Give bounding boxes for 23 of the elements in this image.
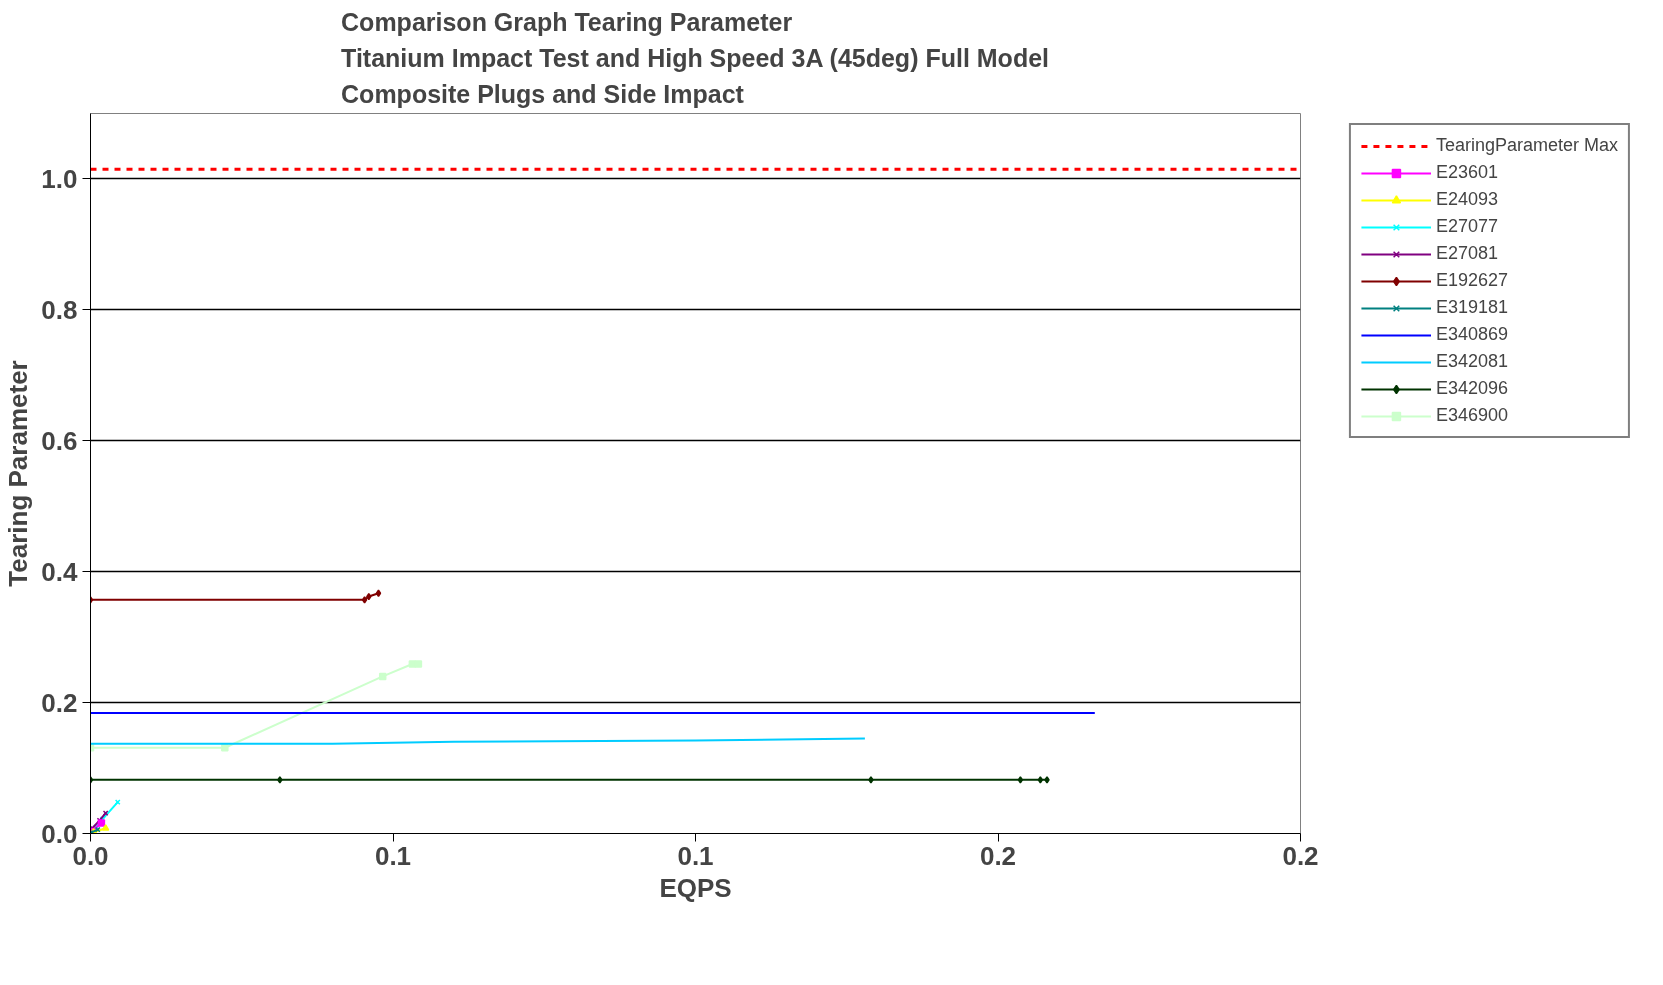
legend-label: E24093: [1435, 189, 1498, 210]
x-axis-title: EQPS: [659, 872, 732, 903]
y-tick-label: 0.4: [41, 556, 79, 587]
legend-label: E342081: [1435, 351, 1508, 372]
legend-label: E23601: [1435, 162, 1498, 183]
x-tick-label: 0.2: [1282, 840, 1319, 871]
chart-title: Comparison Graph Tearing Parameter Titanium Impact Test and High Speed 3A (45deg) Full Model Composite Plugs and Side Impact: [341, 7, 1050, 109]
legend-label: E342096: [1435, 378, 1508, 399]
legend-label: E192627: [1435, 270, 1508, 291]
x-tick-label: 0.1: [677, 840, 714, 871]
y-tick-label: 0.6: [41, 425, 78, 456]
x-tick-label: 0.1: [374, 840, 412, 871]
legend-label: TearingParameter Max: [1435, 135, 1618, 156]
y-tick-label: 0.2: [41, 687, 78, 718]
legend-label: E319181: [1435, 297, 1508, 318]
x-tick-label: 0.2: [979, 840, 1017, 871]
legend-label: E346900: [1435, 405, 1508, 426]
legend-label: E340869: [1435, 324, 1508, 345]
y-tick-label: 1.0: [41, 163, 78, 194]
y-tick-label: 0.8: [41, 294, 78, 325]
legend-label: E27077: [1435, 216, 1498, 237]
y-axis-title: Tearing Parameter: [3, 360, 34, 587]
legend-label: E27081: [1435, 243, 1498, 264]
